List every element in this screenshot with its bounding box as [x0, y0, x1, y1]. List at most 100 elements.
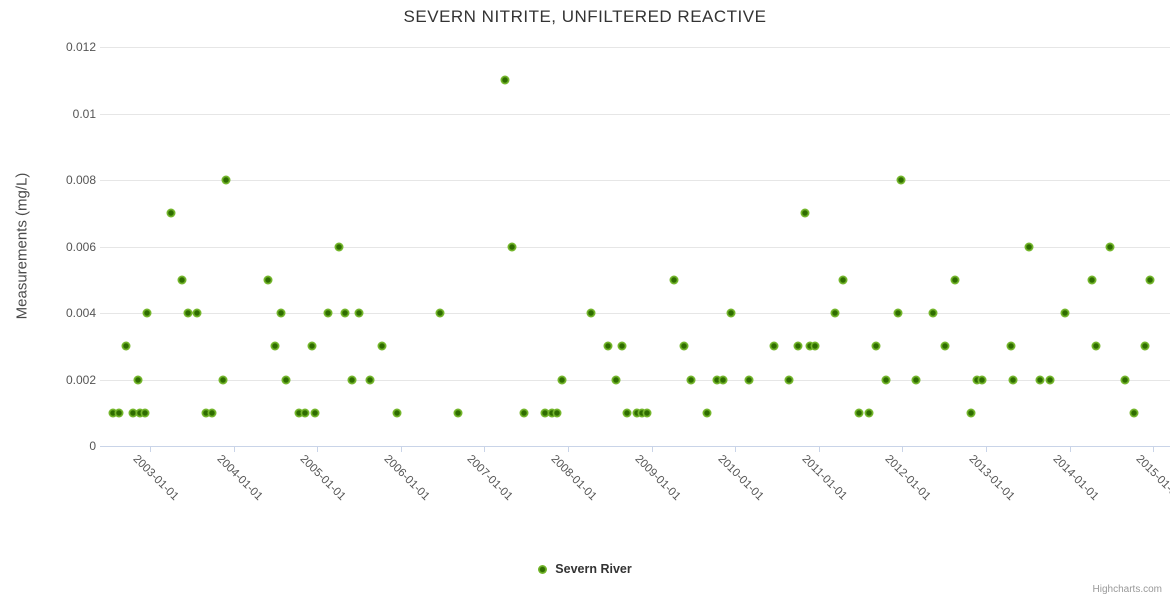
data-point[interactable]	[500, 75, 510, 85]
data-point[interactable]	[435, 308, 445, 318]
data-point[interactable]	[800, 208, 810, 218]
data-point[interactable]	[617, 341, 626, 351]
data-point[interactable]	[354, 308, 364, 318]
data-point[interactable]	[893, 308, 903, 318]
data-point[interactable]	[392, 408, 402, 418]
data-point[interactable]	[611, 375, 621, 384]
data-point[interactable]	[669, 275, 679, 285]
data-point[interactable]	[896, 175, 906, 185]
data-point[interactable]	[686, 375, 696, 384]
data-point[interactable]	[201, 408, 211, 418]
data-point[interactable]	[166, 208, 176, 218]
data-point[interactable]	[519, 408, 529, 418]
data-point[interactable]	[552, 408, 562, 418]
data-point[interactable]	[1140, 341, 1150, 351]
data-point[interactable]	[632, 408, 642, 418]
data-point[interactable]	[1008, 375, 1018, 384]
data-point[interactable]	[192, 308, 202, 318]
data-point[interactable]	[622, 408, 632, 418]
data-point[interactable]	[307, 341, 317, 351]
data-point[interactable]	[128, 408, 138, 418]
data-point[interactable]	[603, 341, 613, 351]
data-point[interactable]	[270, 341, 280, 351]
data-point[interactable]	[1129, 408, 1139, 418]
data-point[interactable]	[744, 375, 754, 384]
data-point[interactable]	[854, 408, 864, 418]
data-point[interactable]	[864, 408, 874, 418]
data-point[interactable]	[1035, 375, 1045, 384]
data-point[interactable]	[340, 308, 350, 318]
data-point[interactable]	[140, 408, 150, 418]
data-point[interactable]	[784, 375, 794, 384]
data-point[interactable]	[977, 375, 987, 384]
data-point[interactable]	[1045, 375, 1055, 384]
highcharts-credit-link[interactable]: Highcharts.com	[1092, 584, 1162, 595]
data-point[interactable]	[950, 275, 960, 285]
data-point[interactable]	[1087, 275, 1097, 285]
data-point[interactable]	[830, 308, 840, 318]
data-point[interactable]	[1105, 242, 1115, 251]
data-point[interactable]	[1006, 341, 1016, 351]
data-point[interactable]	[838, 275, 848, 285]
data-point[interactable]	[642, 408, 652, 418]
data-point[interactable]	[142, 308, 152, 318]
data-point[interactable]	[310, 408, 320, 418]
data-point[interactable]	[928, 308, 938, 318]
data-point[interactable]	[347, 375, 357, 384]
data-point[interactable]	[263, 275, 273, 285]
x-axis-tick	[150, 447, 151, 452]
x-tick-label: 2007-01-01	[464, 453, 515, 504]
data-point[interactable]	[1145, 275, 1155, 285]
data-point[interactable]	[133, 375, 143, 384]
data-point[interactable]	[1024, 242, 1034, 251]
data-point[interactable]	[121, 341, 131, 351]
data-point[interactable]	[586, 308, 596, 318]
data-point[interactable]	[294, 408, 304, 418]
data-point[interactable]	[679, 341, 689, 351]
data-point[interactable]	[377, 341, 387, 351]
data-point[interactable]	[300, 408, 310, 418]
data-point[interactable]	[540, 408, 550, 418]
x-tick-label: 2003-01-01	[130, 453, 181, 504]
data-point[interactable]	[637, 408, 647, 418]
data-point[interactable]	[702, 408, 712, 418]
data-point[interactable]	[218, 375, 228, 384]
data-point[interactable]	[1060, 308, 1070, 318]
data-point[interactable]	[135, 408, 145, 418]
data-point[interactable]	[805, 341, 815, 351]
data-point[interactable]	[1120, 375, 1130, 384]
data-point[interactable]	[507, 242, 517, 251]
data-point[interactable]	[365, 375, 375, 384]
data-point[interactable]	[871, 341, 881, 351]
data-point[interactable]	[769, 341, 779, 351]
data-point[interactable]	[108, 408, 118, 418]
data-point[interactable]	[177, 275, 187, 285]
data-point[interactable]	[793, 341, 803, 351]
data-point[interactable]	[972, 375, 982, 384]
data-point[interactable]	[712, 375, 722, 384]
x-tick-label: 2004-01-01	[214, 453, 265, 504]
data-point[interactable]	[221, 175, 231, 185]
data-point[interactable]	[726, 308, 736, 318]
data-point[interactable]	[940, 341, 950, 351]
data-point[interactable]	[281, 375, 291, 384]
data-point[interactable]	[1091, 341, 1101, 351]
data-point[interactable]	[453, 408, 463, 418]
data-point[interactable]	[114, 408, 124, 418]
data-point[interactable]	[207, 408, 217, 418]
data-point[interactable]	[911, 375, 921, 384]
x-tick-label: 2013-01-01	[966, 453, 1017, 504]
data-point[interactable]	[881, 375, 891, 384]
data-point[interactable]	[276, 308, 286, 318]
gridline	[100, 313, 1170, 314]
x-axis-tick	[484, 447, 486, 452]
legend[interactable]: Severn River	[0, 562, 1170, 576]
data-point[interactable]	[810, 341, 820, 351]
data-point[interactable]	[323, 308, 333, 318]
data-point[interactable]	[966, 408, 976, 418]
data-point[interactable]	[557, 375, 567, 384]
data-point[interactable]	[334, 242, 344, 251]
data-point[interactable]	[547, 408, 557, 418]
data-point[interactable]	[183, 308, 193, 318]
data-point[interactable]	[718, 375, 728, 384]
